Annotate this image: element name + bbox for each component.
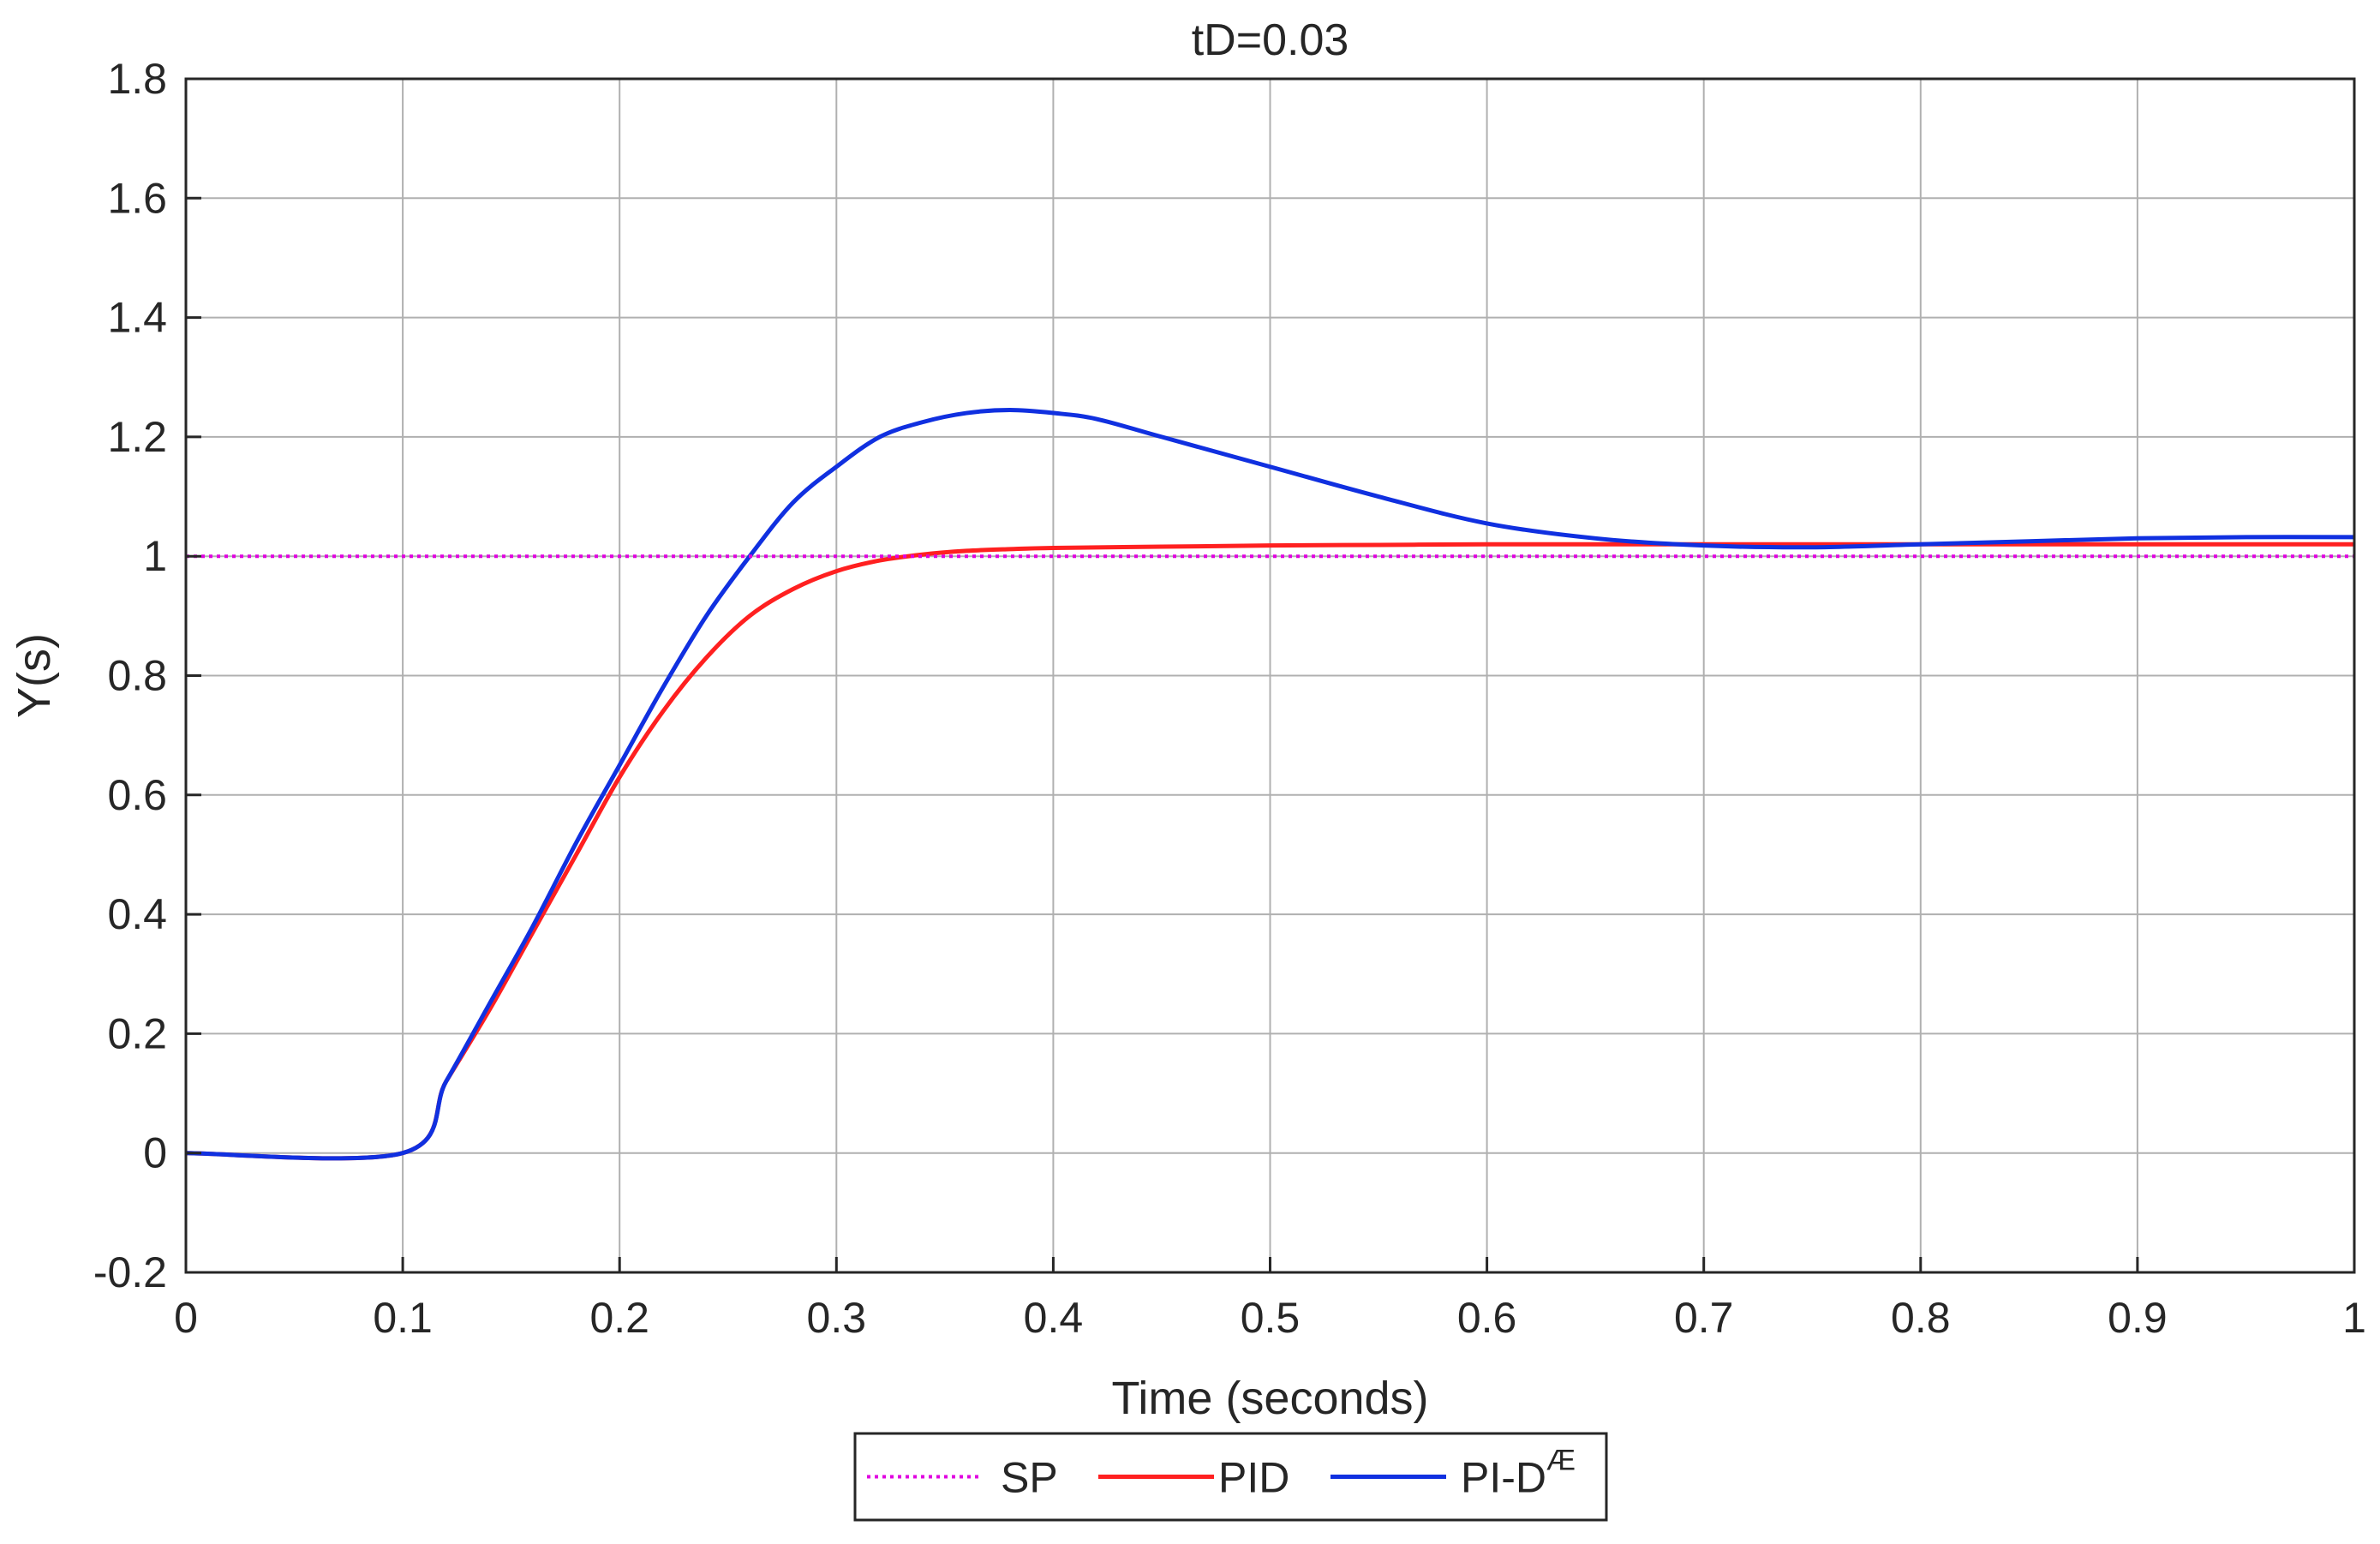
y-tick-label: 0.6: [107, 771, 167, 819]
x-tick-label: 0.4: [1024, 1294, 1084, 1342]
series-line-pi-d: [185, 408, 2355, 1161]
chart-title: tD=0.03: [1192, 15, 1349, 65]
y-tick-label: 0.4: [107, 890, 167, 938]
y-tick-label: 0: [143, 1129, 167, 1177]
x-axis-label: Time (seconds): [1111, 1373, 1428, 1424]
x-tick-label: 0: [174, 1294, 198, 1342]
x-axis: 0 0.1 0.2 0.3 0.4 0.5 0.6 0.7 0.8 0.9 1: [174, 1257, 2366, 1342]
legend-label-superscript: Æ: [1546, 1445, 1576, 1477]
x-tick-label: 1: [2342, 1294, 2366, 1342]
x-tick-label: 0.6: [1457, 1294, 1517, 1342]
x-tick-label: 0.2: [589, 1294, 649, 1342]
x-tick-label: 0.9: [2108, 1294, 2168, 1342]
x-tick-label: 0.8: [1891, 1294, 1951, 1342]
series-layer: [185, 408, 2355, 1161]
y-axis: -0.2 0 0.2 0.4 0.6 0.8 1 1.2 1.4 1.6 1.8: [93, 55, 201, 1296]
y-tick-label: 1.8: [107, 55, 167, 103]
y-axis-label: Y(s): [9, 633, 60, 718]
y-tick-label: 1: [143, 532, 167, 580]
legend: SP PID PI-DÆ: [853, 1432, 1608, 1522]
y-tick-label: 1.6: [107, 174, 167, 222]
x-tick-label: 0.1: [373, 1294, 433, 1342]
y-tick-label: 0.2: [107, 1009, 167, 1057]
legend-label-sp: SP: [1001, 1454, 1058, 1502]
legend-label-pid: PID: [1218, 1454, 1289, 1502]
x-tick-label: 0.7: [1674, 1294, 1734, 1342]
x-tick-label: 0.3: [807, 1294, 867, 1342]
x-tick-label: 0.5: [1241, 1294, 1301, 1342]
y-tick-label: 0.8: [107, 652, 167, 700]
y-tick-label: 1.4: [107, 294, 167, 342]
y-tick-label: -0.2: [93, 1248, 167, 1296]
y-tick-label: 1.2: [107, 413, 167, 461]
legend-box: [853, 1432, 1608, 1522]
